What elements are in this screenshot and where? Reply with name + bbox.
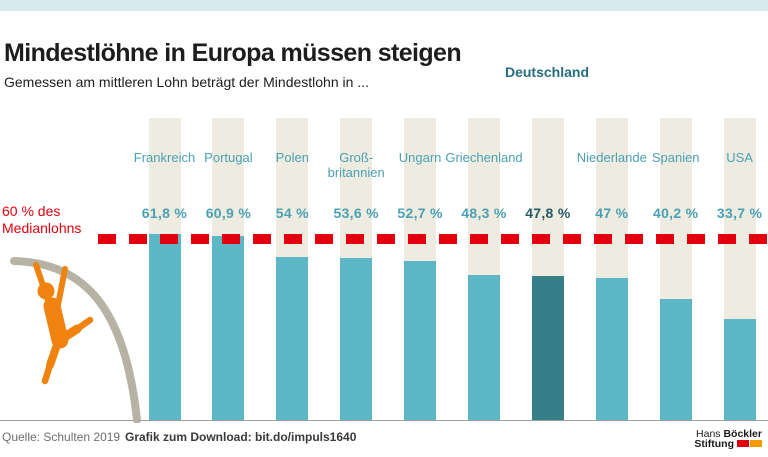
bar-fill-deutschland [531,276,564,421]
brand-logo: Hans Böckler Stiftung [694,429,762,449]
bar-fill-griechenland [468,275,500,421]
footer-source: Quelle: Schulten 2019 [2,430,121,444]
value-label-ungarn: 52,7 % [397,205,443,221]
highlight-country-heading: Deutschland [504,64,589,80]
bar-fill-portugal [212,236,245,421]
reference-line-label: 60 % des Medianlohns [2,203,82,236]
brand-orange-block [750,440,762,447]
value-label-griechenland: 48,3 % [461,205,507,221]
page-title: Mindestlöhne in Europa müssen steigen [4,38,462,67]
value-label-deutschland: 47,8 % [525,205,571,221]
brand-color-blocks [737,439,762,449]
footer-download-link-text: Grafik zum Download: bit.do/impuls1640 [125,430,357,444]
top-accent-bar [0,0,768,11]
country-label-frankreich: Frankreich [133,150,196,165]
country-label-spanien: Spanien [651,150,700,165]
bar-fill-polen [276,257,309,421]
bar-fill-ungarn [404,261,437,421]
climber-figure [33,262,94,385]
bar-fill-spanien [659,299,692,421]
reference-line-60-percent [98,234,768,244]
x-axis-baseline [0,420,768,421]
value-label-polen: 54 % [275,205,309,221]
brand-stiftung-line: Stiftung [694,438,762,450]
country-label-polen: Polen [275,150,309,165]
pole-vaulter-climbing-icon [10,257,141,423]
value-label-gro-britannien: 53,6 % [333,205,379,221]
brand-red-block [737,440,749,447]
value-label-niederlande: 47 % [595,205,629,221]
country-label-gro-britannien: Groß- britannien [327,150,385,180]
country-label-niederlande: Niederlande [576,150,647,165]
page-subtitle: Gemessen am mittleren Lohn beträgt der M… [4,74,369,90]
country-label-usa: USA [726,150,753,165]
brand-name-line: Hans Böckler [696,428,762,440]
country-label-portugal: Portugal [204,150,253,165]
value-label-spanien: 40,2 % [652,205,699,221]
value-label-usa: 33,7 % [716,205,763,221]
country-label-ungarn: Ungarn [398,150,442,165]
bar-fill-frankreich [148,234,181,421]
country-label-griechenland: Griechenland [445,150,523,165]
vault-pole [10,257,141,423]
value-label-frankreich: 61,8 % [141,205,188,221]
bar-fill-usa [723,319,756,421]
value-label-portugal: 60,9 % [205,205,252,221]
bar-fill-niederlande [595,278,628,421]
bar-fill-gro-britannien [340,258,373,421]
